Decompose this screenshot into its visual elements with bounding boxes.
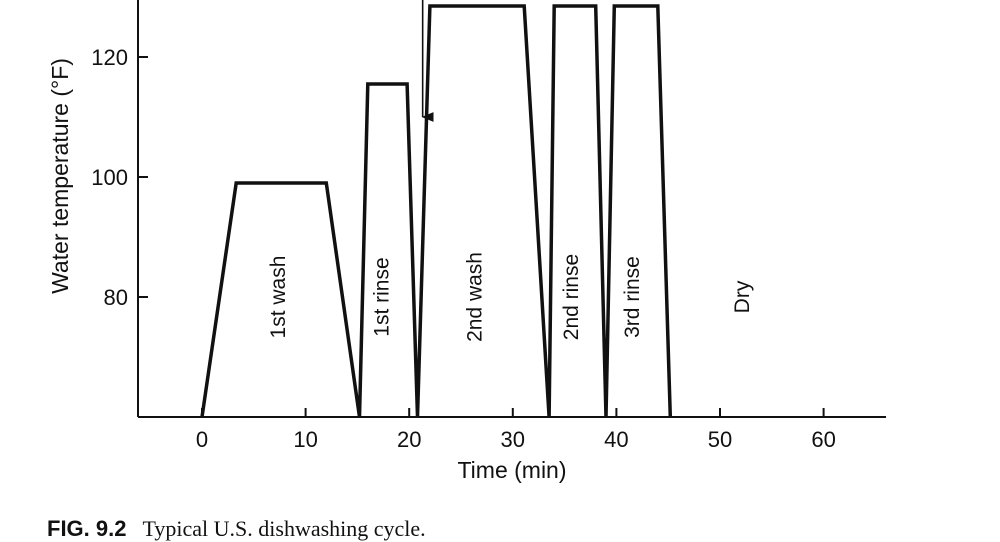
phase-label: 2nd rinse: [560, 254, 583, 340]
x-axis-label: Time (min): [457, 457, 566, 483]
x-tick-label: 30: [501, 427, 525, 452]
x-ticks: 0 10 20 30 40 50 60: [196, 408, 836, 452]
figure-number: FIG. 9.2: [47, 516, 127, 541]
phase-label: 3rd rinse: [621, 256, 644, 338]
phase-labels: 1st wash 1st rinse 2nd wash 2nd rinse 3rd ri…: [267, 252, 754, 342]
y-tick-label: 80: [104, 285, 128, 310]
series-layer: [200, 4, 673, 418]
figure-caption: FIG. 9.2 Typical U.S. dishwashing cycle.: [47, 516, 426, 542]
y-axis-label: Water temperature (°F): [47, 58, 73, 294]
x-tick-label: 20: [397, 427, 421, 452]
x-tick-label: 10: [293, 427, 317, 452]
phase-label: 1st wash: [267, 256, 290, 339]
y-ticks: 80 100 120: [91, 45, 148, 310]
phase-label: 2nd wash: [464, 252, 487, 342]
figure-caption-text: Typical U.S. dishwashing cycle.: [142, 516, 426, 541]
y-tick-label: 100: [91, 165, 128, 190]
x-tick-label: 40: [604, 427, 628, 452]
x-tick-label: 0: [196, 427, 208, 452]
x-tick-label: 60: [811, 427, 835, 452]
phase-label: Dry: [731, 280, 754, 313]
y-tick-label: 120: [91, 45, 128, 70]
x-tick-label: 50: [708, 427, 732, 452]
phase-label: 1st rinse: [371, 257, 394, 336]
temperature-profile-line: [200, 4, 673, 418]
axes: [137, 0, 886, 418]
